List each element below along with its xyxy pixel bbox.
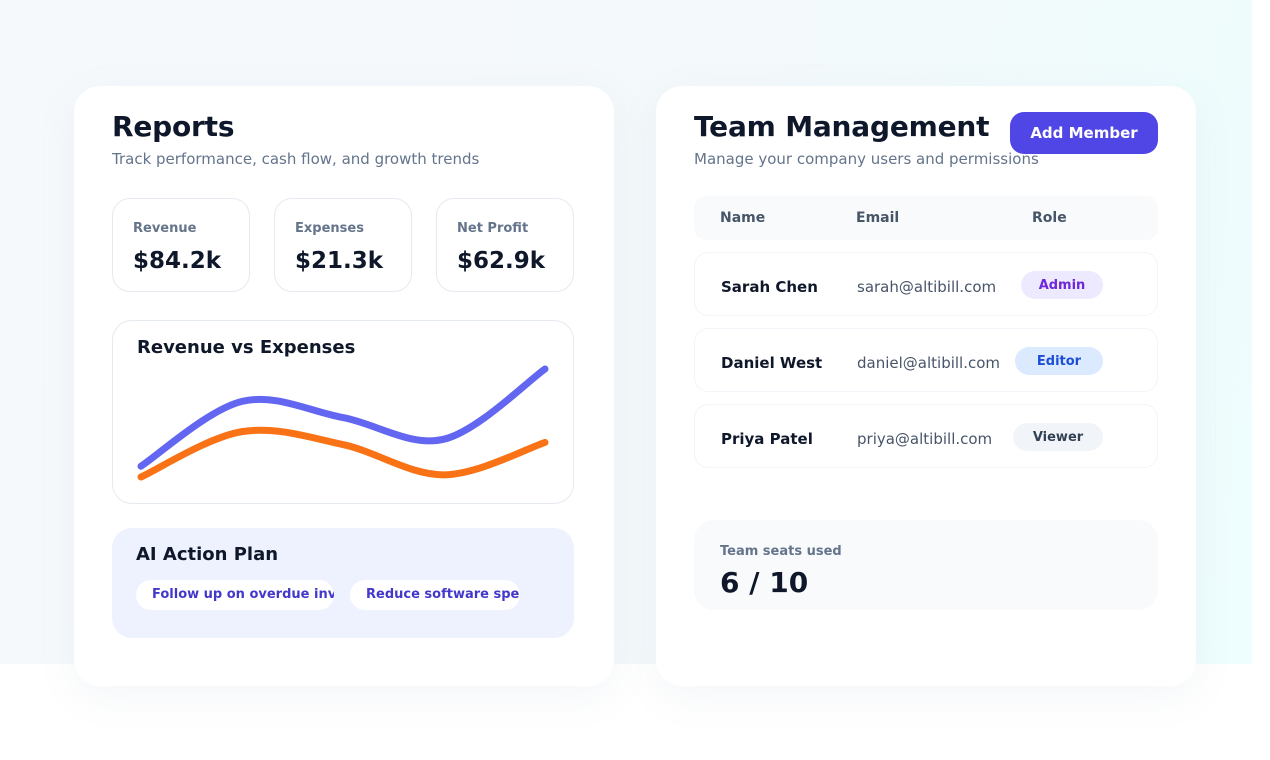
member-name: Priya Patel — [721, 430, 813, 448]
table-row[interactable]: Priya Patel priya@altibill.com Viewer — [694, 404, 1158, 468]
expenses-series-line — [137, 426, 549, 481]
action-chip-reduce-software[interactable]: Reduce software spend — [350, 580, 520, 610]
metric-net-profit: Net Profit $62.9k — [436, 198, 574, 292]
chart-plot — [137, 365, 549, 481]
team-card: Team Management Manage your company user… — [656, 86, 1196, 686]
table-header: Name Email Role — [694, 196, 1158, 240]
column-header-email: Email — [856, 210, 900, 226]
chart-title: Revenue vs Expenses — [137, 337, 356, 358]
team-title: Team Management — [694, 110, 990, 143]
team-subtitle: Manage your company users and permission… — [694, 150, 1039, 168]
member-email: priya@altibill.com — [857, 430, 993, 448]
metric-value: $84.2k — [133, 248, 222, 274]
table-row[interactable]: Daniel West daniel@altibill.com Editor — [694, 328, 1158, 392]
member-email: sarah@altibill.com — [857, 278, 997, 296]
team-seats-panel: Team seats used 6 / 10 — [694, 520, 1158, 610]
table-row[interactable]: Sarah Chen sarah@altibill.com Admin — [694, 252, 1158, 316]
member-name: Sarah Chen — [721, 278, 818, 296]
member-email: daniel@altibill.com — [857, 354, 1001, 372]
metric-revenue: Revenue $84.2k — [112, 198, 250, 292]
reports-title: Reports — [112, 110, 235, 143]
member-name: Daniel West — [721, 354, 823, 372]
role-badge: Editor — [1015, 347, 1103, 375]
ai-action-plan: AI Action Plan Follow up on overdue invo… — [112, 528, 574, 638]
metric-value: $21.3k — [295, 248, 384, 274]
revenue-series-line — [137, 365, 549, 470]
seats-value: 6 / 10 — [720, 566, 809, 599]
column-header-name: Name — [720, 210, 766, 226]
reports-subtitle: Track performance, cash flow, and growth… — [112, 150, 480, 168]
action-plan-title: AI Action Plan — [136, 544, 279, 565]
role-badge: Admin — [1021, 271, 1103, 299]
seats-label: Team seats used — [720, 544, 842, 559]
action-chip-overdue-invoices[interactable]: Follow up on overdue invoices — [136, 580, 334, 610]
metric-label: Expenses — [295, 221, 364, 236]
reports-card: Reports Track performance, cash flow, an… — [74, 86, 614, 686]
metric-label: Revenue — [133, 221, 197, 236]
revenue-expenses-chart: Revenue vs Expenses — [112, 320, 574, 504]
metric-label: Net Profit — [457, 221, 529, 236]
metric-expenses: Expenses $21.3k — [274, 198, 412, 292]
add-member-button[interactable]: Add Member — [1010, 112, 1158, 154]
role-badge: Viewer — [1013, 423, 1103, 451]
metric-value: $62.9k — [457, 248, 546, 274]
column-header-role: Role — [1032, 210, 1067, 226]
